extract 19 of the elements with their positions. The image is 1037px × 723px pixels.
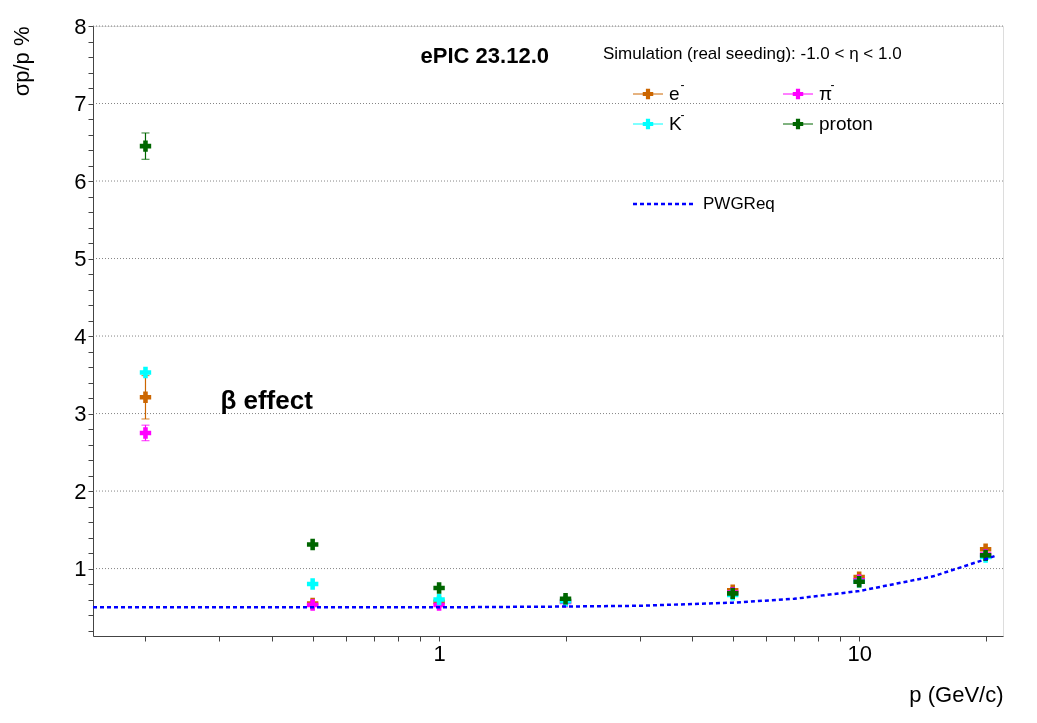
y-tick-label: 6	[74, 168, 87, 194]
legend-label: PWGReq	[703, 194, 775, 213]
legend-label: π-	[819, 78, 835, 104]
y-axis-title: σp/p %	[8, 26, 34, 97]
legend-title: Simulation (real seeding): -1.0 < η < 1.0	[603, 44, 902, 63]
y-tick-label: 3	[74, 401, 87, 427]
y-tick-label: 2	[74, 478, 87, 504]
y-tick-label: 1	[74, 556, 87, 582]
annotation: ePIC 23.12.0	[420, 43, 550, 68]
legend-label: e-	[669, 78, 685, 104]
annotation: β effect	[220, 385, 314, 415]
y-tick-label: 4	[74, 323, 87, 349]
legend-label: K-	[669, 108, 685, 134]
x-tick-label: 10	[847, 640, 872, 666]
y-tick-label: 8	[74, 13, 87, 39]
y-tick-label: 5	[74, 246, 87, 272]
y-tick-label: 7	[74, 91, 87, 117]
x-axis-title: p (GeV/c)	[909, 681, 1004, 707]
legend-label: proton	[819, 113, 873, 134]
